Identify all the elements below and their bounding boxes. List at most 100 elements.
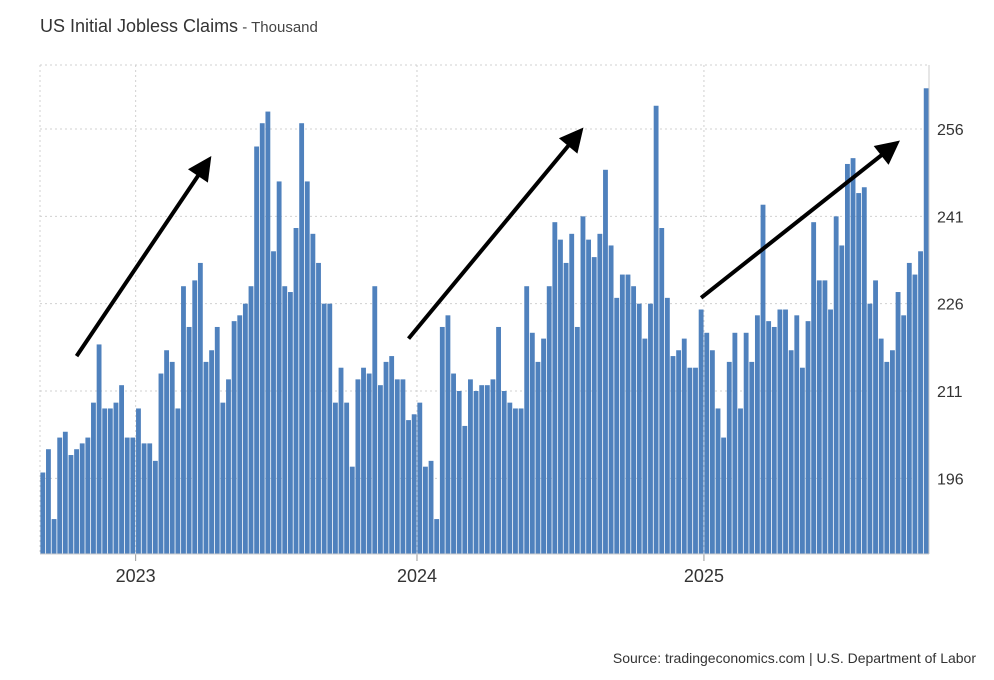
bar — [743, 332, 749, 554]
bar — [107, 408, 113, 554]
bar — [203, 361, 209, 554]
bar — [349, 466, 355, 554]
y-tick-label: 256 — [937, 122, 964, 139]
bar — [788, 350, 794, 554]
title-unit: Thousand — [251, 19, 318, 36]
bar — [844, 163, 850, 554]
bar — [411, 414, 417, 554]
source-note: Source: tradingeconomics.com | U.S. Depa… — [612, 650, 976, 666]
bar — [186, 326, 192, 554]
x-tick-label: 2023 — [116, 566, 156, 586]
bar — [693, 367, 698, 554]
bar — [468, 379, 473, 554]
bar — [529, 332, 535, 554]
bar — [501, 391, 507, 554]
y-tick-label: 211 — [937, 384, 963, 401]
bar — [214, 326, 220, 554]
bar — [394, 379, 400, 554]
bar — [906, 262, 912, 554]
bar — [434, 519, 440, 554]
bar — [518, 408, 524, 554]
bar — [698, 309, 704, 554]
bar — [867, 303, 873, 554]
trend-arrow — [407, 127, 584, 340]
bar — [389, 356, 395, 554]
bar — [197, 262, 203, 554]
bar — [839, 245, 845, 554]
bar — [113, 402, 119, 554]
bar — [670, 356, 676, 554]
bar — [51, 519, 57, 554]
bar — [608, 245, 614, 554]
bar — [147, 443, 153, 554]
bar — [406, 420, 411, 554]
bar — [895, 292, 901, 554]
bar — [293, 228, 299, 554]
bar — [552, 222, 558, 554]
y-tick-label: 226 — [937, 297, 964, 314]
bar — [136, 408, 141, 554]
bar — [726, 361, 732, 554]
bar — [220, 402, 226, 554]
bar — [648, 303, 653, 554]
bar — [490, 379, 496, 554]
bar — [912, 274, 918, 554]
bar — [209, 350, 215, 554]
bar — [732, 332, 738, 554]
bar — [822, 280, 828, 554]
bar — [541, 338, 546, 554]
bar — [91, 402, 96, 554]
bar — [265, 111, 271, 555]
title-text: US Initial Jobless Claims — [40, 16, 239, 36]
bar — [141, 443, 147, 554]
bar — [164, 350, 170, 554]
bar — [484, 385, 490, 554]
bar — [192, 280, 198, 554]
bar — [259, 123, 265, 554]
bar — [119, 385, 125, 554]
bar — [304, 181, 310, 554]
bar — [766, 321, 772, 554]
bar — [856, 193, 862, 555]
bar — [169, 361, 175, 554]
bar — [603, 169, 608, 555]
bar — [456, 391, 462, 554]
bar — [242, 303, 248, 554]
bar — [738, 408, 743, 554]
bar — [68, 455, 74, 554]
bar — [687, 367, 693, 554]
bar — [226, 379, 231, 554]
bar — [96, 344, 102, 554]
bar — [715, 408, 721, 554]
trend-arrow — [74, 156, 212, 358]
bar — [496, 326, 501, 554]
x-tick-label: 2024 — [397, 566, 437, 586]
bar — [417, 402, 423, 554]
bar — [62, 431, 68, 554]
bar — [850, 158, 856, 554]
bar — [479, 385, 485, 554]
bar — [614, 297, 620, 554]
bar — [805, 321, 811, 554]
bar — [400, 379, 406, 554]
bar — [85, 437, 91, 554]
bar — [653, 105, 659, 554]
bar — [597, 233, 603, 555]
bar — [659, 228, 665, 554]
bar — [377, 385, 383, 554]
bar — [74, 449, 79, 554]
y-tick-label: 196 — [937, 471, 964, 488]
bar — [237, 315, 243, 554]
bar — [248, 286, 254, 554]
bar — [152, 460, 158, 554]
trend-arrows — [74, 127, 900, 358]
bar — [811, 222, 817, 554]
bar — [574, 326, 580, 554]
bar — [271, 251, 276, 555]
bar — [676, 350, 682, 554]
bar — [783, 309, 788, 554]
bar — [299, 123, 305, 554]
bar — [451, 373, 456, 554]
bar — [130, 437, 136, 554]
bar-series — [40, 88, 929, 555]
